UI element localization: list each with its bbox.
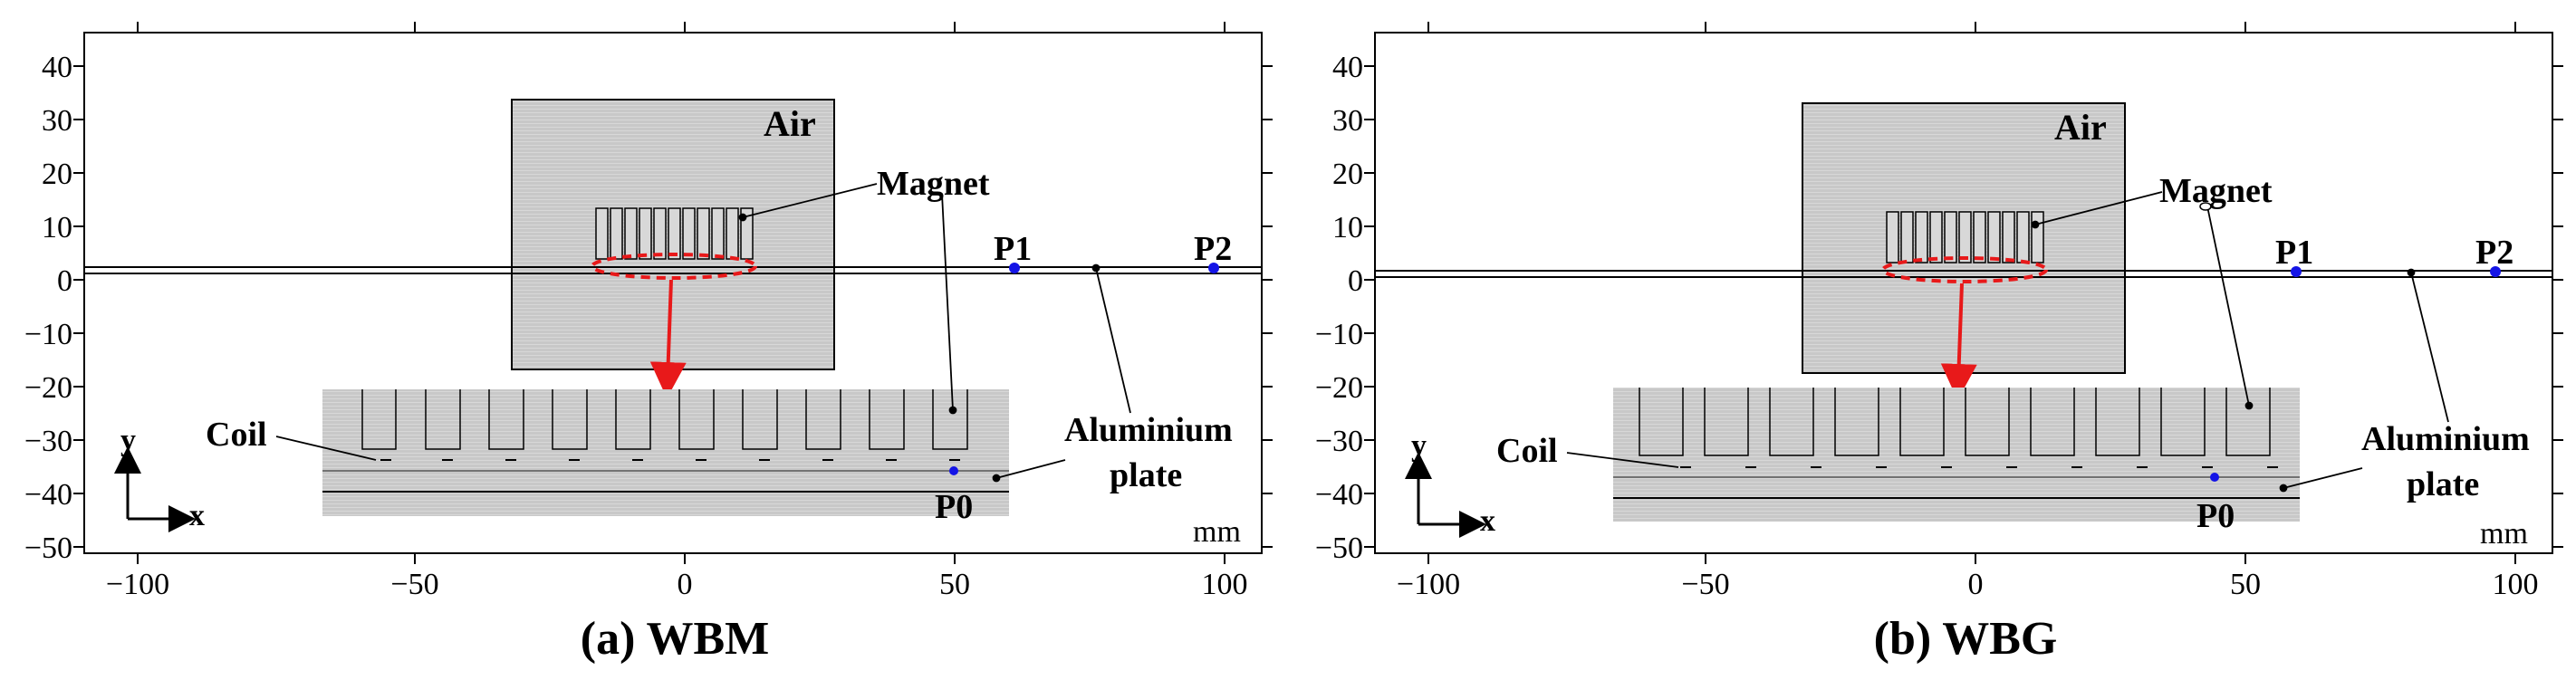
point-p0 (949, 466, 958, 475)
label-plate: plate (1110, 456, 1182, 494)
zoom-highlight-ellipse (1881, 256, 2048, 283)
axis-indicator: y x (114, 424, 205, 532)
y-tick-label: 10 (42, 211, 72, 244)
panel-wbm: 40 30 20 10 0 −10 −20 −30 −40 −50 −100 −… (24, 22, 1273, 665)
x-tick-label: −50 (1681, 568, 1729, 601)
point-p2 (2490, 266, 2501, 277)
label-aluminium: Aluminium (1064, 411, 1233, 449)
point-p1 (2291, 266, 2302, 277)
y-tick-label: −50 (24, 532, 72, 565)
plot-frame (1374, 32, 2553, 554)
x-tick-label: 100 (2493, 568, 2539, 601)
label-p1: P1 (994, 230, 1032, 268)
y-axis-ticks (73, 65, 1273, 548)
y-tick-label: 10 (1332, 211, 1363, 244)
y-tick-label: −40 (1315, 478, 1363, 512)
label-plate: plate (2407, 465, 2479, 503)
point-p2 (1208, 263, 1219, 273)
x-tick-label: −50 (390, 568, 438, 601)
x-tick-label: −100 (106, 568, 169, 601)
axis-x-letter: x (1480, 504, 1495, 538)
x-tick-label: −100 (1397, 568, 1460, 601)
y-tick-label: 20 (1332, 158, 1363, 191)
magnet-leader-end (2199, 202, 2212, 211)
label-p1: P1 (2275, 234, 2313, 272)
x-tick-label: 50 (2230, 568, 2261, 601)
axis-y-letter: y (120, 424, 136, 457)
x-tick-label: 0 (678, 568, 693, 601)
panel-wbg: 40 30 20 10 0 −10 −20 −30 −40 −50 −100 −… (1315, 22, 2563, 665)
axis-y-letter: y (1411, 429, 1427, 463)
axis-x-letter: x (189, 499, 205, 532)
zoom-arrow (1940, 283, 1977, 400)
zoom-arrow (649, 279, 687, 398)
y-tick-label: −30 (1315, 425, 1363, 458)
aluminium-plate (1375, 270, 2552, 278)
zoom-highlight-ellipse (591, 253, 757, 280)
x-tick-labels: −100 −50 0 50 100 (1397, 568, 2539, 601)
y-tick-label: 0 (57, 264, 72, 298)
label-aluminium: Aluminium (2361, 420, 2530, 458)
label-coil: Coil (206, 416, 267, 454)
plot-frame (83, 32, 1263, 554)
x-axis-ticks (137, 22, 1226, 564)
label-coil: Coil (1496, 432, 1558, 470)
air-label: Air (764, 103, 816, 144)
y-tick-label: 30 (42, 104, 72, 138)
panel-caption: (a) WBM (581, 613, 769, 665)
y-tick-label: −20 (1315, 371, 1363, 405)
y-tick-label: 40 (42, 51, 72, 84)
y-tick-label: −10 (1315, 318, 1363, 351)
leader-lines (275, 183, 1131, 483)
x-tick-label: 100 (1202, 568, 1248, 601)
x-axis-ticks (1427, 22, 2516, 564)
label-magnet: Magnet (877, 165, 990, 203)
point-p0 (2210, 473, 2219, 482)
inset-zoom (322, 389, 1009, 516)
point-p1 (1009, 263, 1020, 273)
y-tick-label: −20 (24, 371, 72, 405)
y-tick-label: 20 (42, 158, 72, 191)
panel-caption: (b) WBG (1874, 613, 2058, 665)
y-axis-ticks (1364, 65, 2563, 548)
magnet-array (595, 207, 754, 260)
y-tick-label: 40 (1332, 51, 1363, 84)
air-label: Air (2054, 107, 2107, 148)
aluminium-plate (84, 266, 1262, 274)
label-p0: P0 (2196, 497, 2235, 535)
y-tick-label: 30 (1332, 104, 1363, 138)
inset-zoom (1613, 388, 2300, 522)
y-tick-labels: 40 30 20 10 0 −10 −20 −30 −40 −50 (1315, 51, 1363, 565)
y-tick-label: 0 (1348, 264, 1363, 298)
x-tick-label: 0 (1968, 568, 1984, 601)
x-tick-labels: −100 −50 0 50 100 (106, 568, 1248, 601)
y-tick-labels: 40 30 20 10 0 −10 −20 −30 −40 −50 (24, 51, 72, 565)
magnet-array (1886, 211, 2044, 263)
y-tick-label: −40 (24, 478, 72, 512)
y-tick-label: −10 (24, 318, 72, 351)
y-tick-label: −50 (1315, 532, 1363, 565)
label-magnet: Magnet (2159, 172, 2273, 210)
label-p2: P2 (2475, 234, 2514, 272)
label-p0: P0 (935, 488, 973, 526)
unit-label: mm (2480, 517, 2528, 551)
label-p2: P2 (1194, 230, 1232, 268)
y-tick-label: −30 (24, 425, 72, 458)
leader-lines (1566, 191, 2449, 493)
axis-indicator: y x (1405, 429, 1495, 538)
x-tick-label: 50 (939, 568, 970, 601)
unit-label: mm (1193, 515, 1241, 549)
